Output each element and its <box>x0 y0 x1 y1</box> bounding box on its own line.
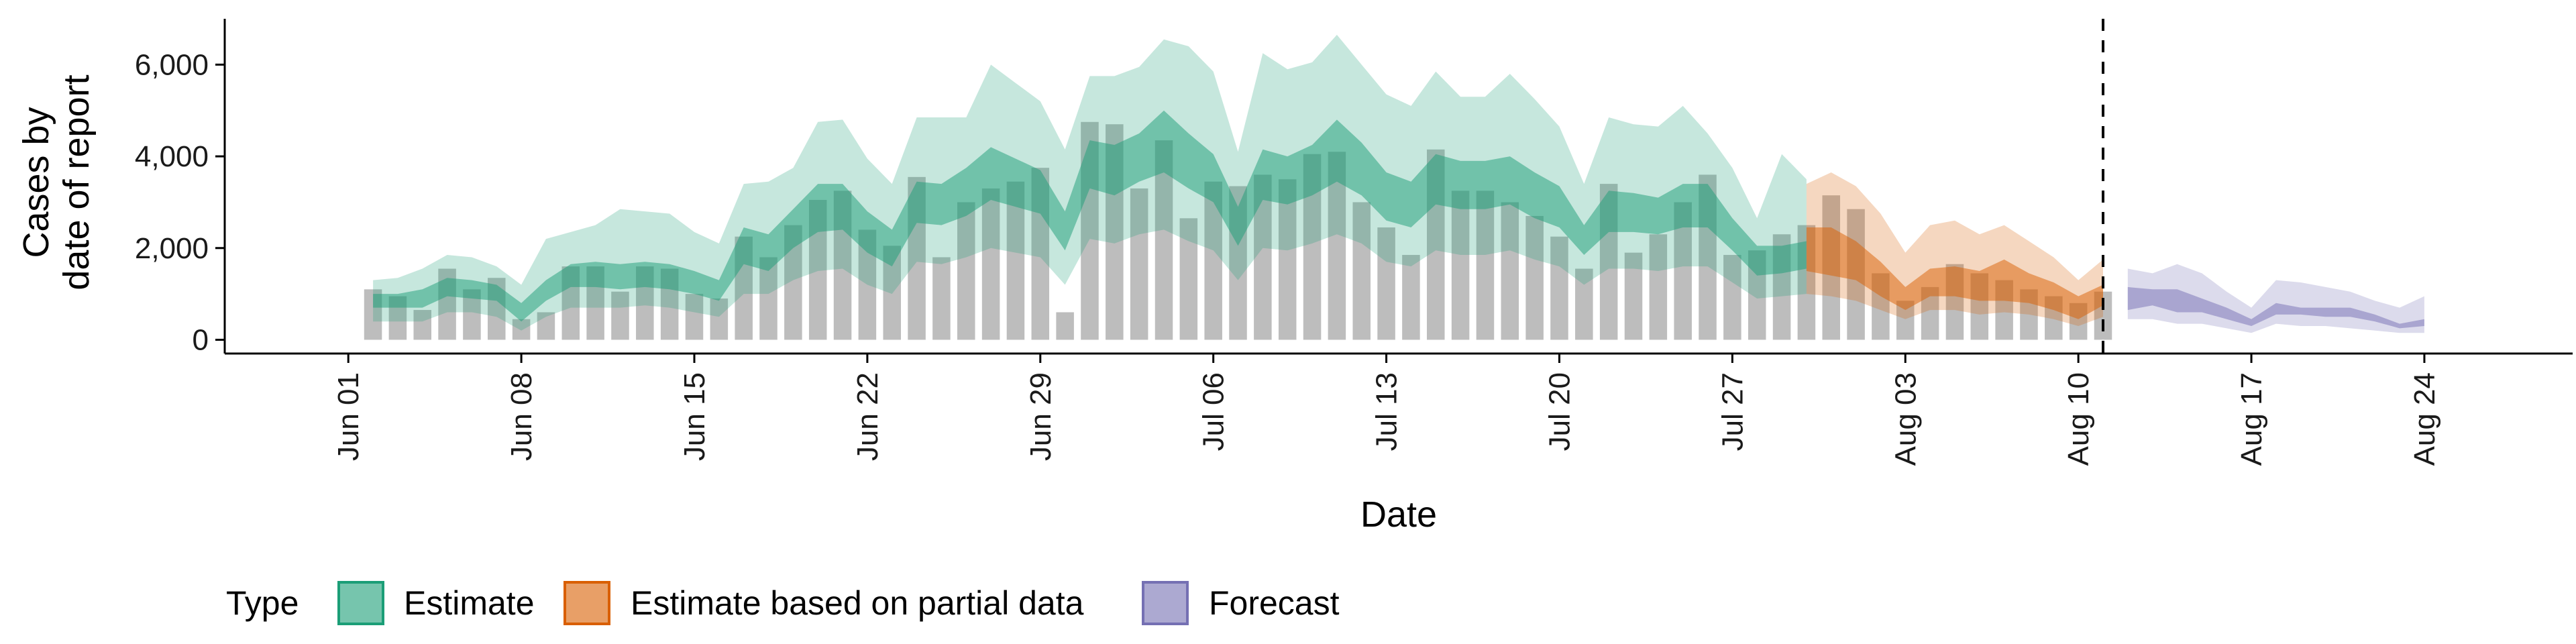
bar-28 <box>1056 312 1074 340</box>
bar-51 <box>1624 252 1643 340</box>
axes: 0 2,000 4,000 6,000 Jun 01 Jun 08 Jun 15 Jun 2… <box>16 19 2573 535</box>
y-tick-label-1: 2,000 <box>135 232 209 265</box>
y-tick-label-0: 0 <box>193 323 209 356</box>
x-tick-label-5: Jul 06 <box>1197 372 1230 451</box>
legend-title: Type <box>226 584 299 622</box>
legend-key-partial <box>564 581 610 625</box>
x-axis-title: Date <box>1360 494 1437 535</box>
x-tick-label-6: Jul 13 <box>1371 372 1403 451</box>
bar-31 <box>1130 188 1148 340</box>
legend-key-estimate <box>337 581 384 625</box>
bar-45 <box>1476 191 1495 340</box>
bar-42 <box>1402 255 1420 340</box>
x-tick-label-2: Jun 15 <box>678 372 711 461</box>
bar-25 <box>981 188 1000 340</box>
bar-14 <box>710 298 729 340</box>
y-axis-title-line-1: Cases by <box>16 107 56 258</box>
x-tick-label-4: Jun 29 <box>1024 372 1057 461</box>
bar-49 <box>1575 268 1593 340</box>
x-tick-label-10: Aug 10 <box>2062 372 2095 466</box>
band-inner-forecast <box>2127 286 2424 329</box>
bar-47 <box>1525 215 1544 340</box>
band-inner-estimate <box>373 110 1807 322</box>
x-tick-label-9: Aug 03 <box>1889 372 1922 466</box>
x-tick-label-0: Jun 01 <box>332 372 365 461</box>
bar-52 <box>1649 234 1668 340</box>
bar-13 <box>685 294 704 340</box>
bar-2 <box>413 310 431 340</box>
x-tick-label-7: Jul 20 <box>1543 372 1576 451</box>
x-ticks: Jun 01 Jun 08 Jun 15 Jun 22 Jun 29 Jul 06 Jul … <box>332 354 2441 466</box>
x-tick-label-11: Aug 17 <box>2235 372 2268 466</box>
x-tick-label-3: Jun 22 <box>851 372 884 461</box>
legend-label-estimate: Estimate <box>404 584 535 622</box>
bar-41 <box>1377 227 1395 340</box>
y-tick-label-3: 6,000 <box>135 48 209 81</box>
legend: Type Estimate Estimate based on partial … <box>226 581 1340 625</box>
bar-6 <box>512 319 531 340</box>
bar-55 <box>1723 255 1741 340</box>
legend-label-partial: Estimate based on partial data <box>631 584 1084 622</box>
x-tick-label-1: Jun 08 <box>505 372 538 461</box>
y-ticks: 0 2,000 4,000 6,000 <box>135 48 225 356</box>
band-inner-estimate-based-on-partial-data <box>1806 227 2103 319</box>
bar-37 <box>1278 179 1297 340</box>
bar-44 <box>1451 191 1470 340</box>
bar-24 <box>957 202 975 340</box>
bar-48 <box>1550 236 1568 340</box>
y-tick-label-2: 4,000 <box>135 140 209 173</box>
bar-7 <box>537 312 555 340</box>
y-axis-title-line-2: date of report <box>56 74 97 290</box>
bar-10 <box>611 291 629 340</box>
x-tick-label-8: Jul 27 <box>1716 372 1749 451</box>
bands-layer <box>373 34 2424 333</box>
plot-area <box>364 19 2424 354</box>
legend-key-forecast <box>1142 581 1189 625</box>
bar-23 <box>932 257 951 340</box>
bar-33 <box>1179 218 1198 340</box>
legend-label-forecast: Forecast <box>1209 584 1340 622</box>
bar-40 <box>1352 202 1371 340</box>
bar-46 <box>1501 202 1519 340</box>
x-tick-label-12: Aug 24 <box>2408 372 2441 466</box>
